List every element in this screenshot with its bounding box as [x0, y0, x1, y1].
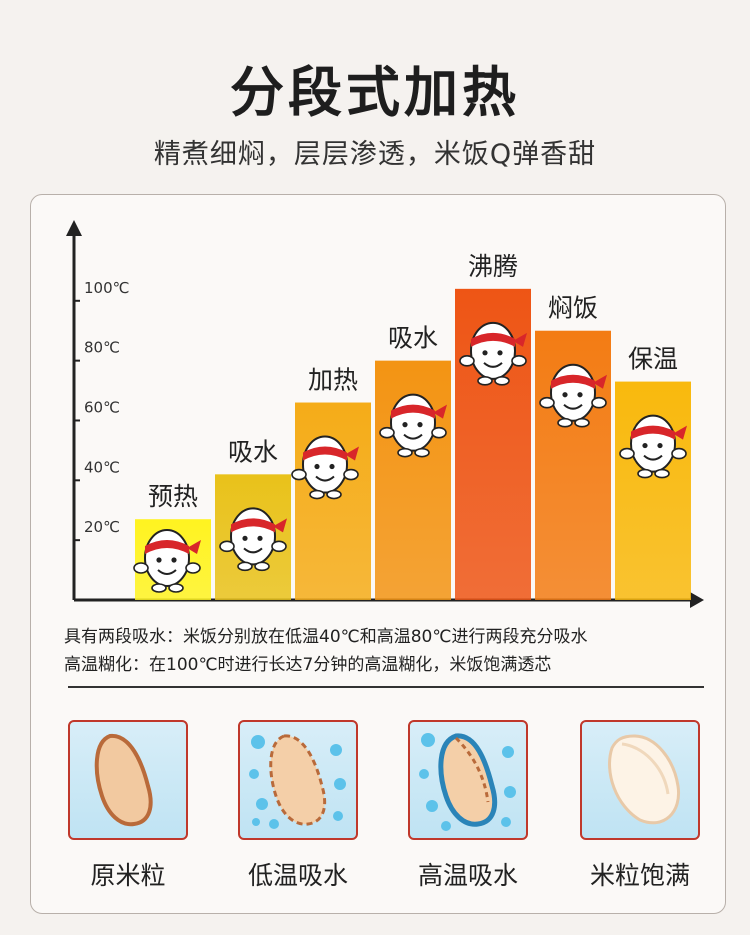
y-tick-label: 40℃: [84, 458, 120, 476]
bar-label-7: 保温: [628, 345, 678, 374]
stage-image-low-temp-soak: [238, 720, 358, 840]
y-tick-label: 60℃: [84, 398, 120, 416]
rice-mascot-icon: [459, 321, 527, 386]
rice-mascot-icon: [291, 435, 359, 500]
page-subtitle: 精煮细焖，层层渗透，米饭Q弹香甜: [153, 139, 597, 170]
raw-grain-icon: [94, 733, 153, 827]
bar-label-2: 吸水: [228, 437, 278, 466]
divider: [68, 686, 704, 688]
full-grain-icon: [608, 734, 681, 825]
stage-image-high-temp-soak: [408, 720, 528, 840]
stage-label-high-temp: 高温吸水: [417, 861, 518, 890]
bar-label-4: 吸水: [388, 324, 438, 353]
stage-image-raw-grain: [68, 720, 188, 840]
y-tick-label: 20℃: [84, 518, 120, 536]
y-axis-arrow: [66, 220, 82, 236]
rice-mascot-icon: [219, 507, 287, 572]
rice-mascot-icon: [379, 393, 447, 458]
x-axis-arrow: [690, 592, 704, 608]
stage-image-full-grain: [580, 720, 700, 840]
rice-mascot-icon: [619, 414, 687, 479]
note-gelatinization: 高温糊化：在100℃时进行长达7分钟的高温糊化，米饭饱满透芯: [64, 655, 552, 675]
bar-label-5: 沸腾: [468, 252, 518, 281]
bar-label-1: 预热: [148, 482, 198, 511]
stage-label-full: 米粒饱满: [589, 861, 690, 890]
stage-label-raw: 原米粒: [90, 861, 166, 890]
bar-label-3: 加热: [308, 366, 358, 395]
rice-mascot-icon: [133, 529, 201, 593]
note-two-stage-absorption: 具有两段吸水：米饭分别放在低温40℃和高温80℃进行两段充分吸水: [64, 627, 588, 647]
bar-3: [295, 402, 371, 600]
rice-mascot-icon: [539, 363, 607, 428]
y-tick-label: 100℃: [84, 279, 129, 297]
page-title: 分段式加热: [230, 61, 520, 124]
bar-7: [615, 381, 691, 600]
stage-label-low-temp: 低温吸水: [247, 861, 348, 890]
high-temp-soak-icon: [419, 733, 516, 831]
y-tick-label: 80℃: [84, 339, 120, 357]
low-temp-soak-icon: [249, 734, 346, 829]
bar-label-6: 焖饭: [548, 294, 598, 323]
